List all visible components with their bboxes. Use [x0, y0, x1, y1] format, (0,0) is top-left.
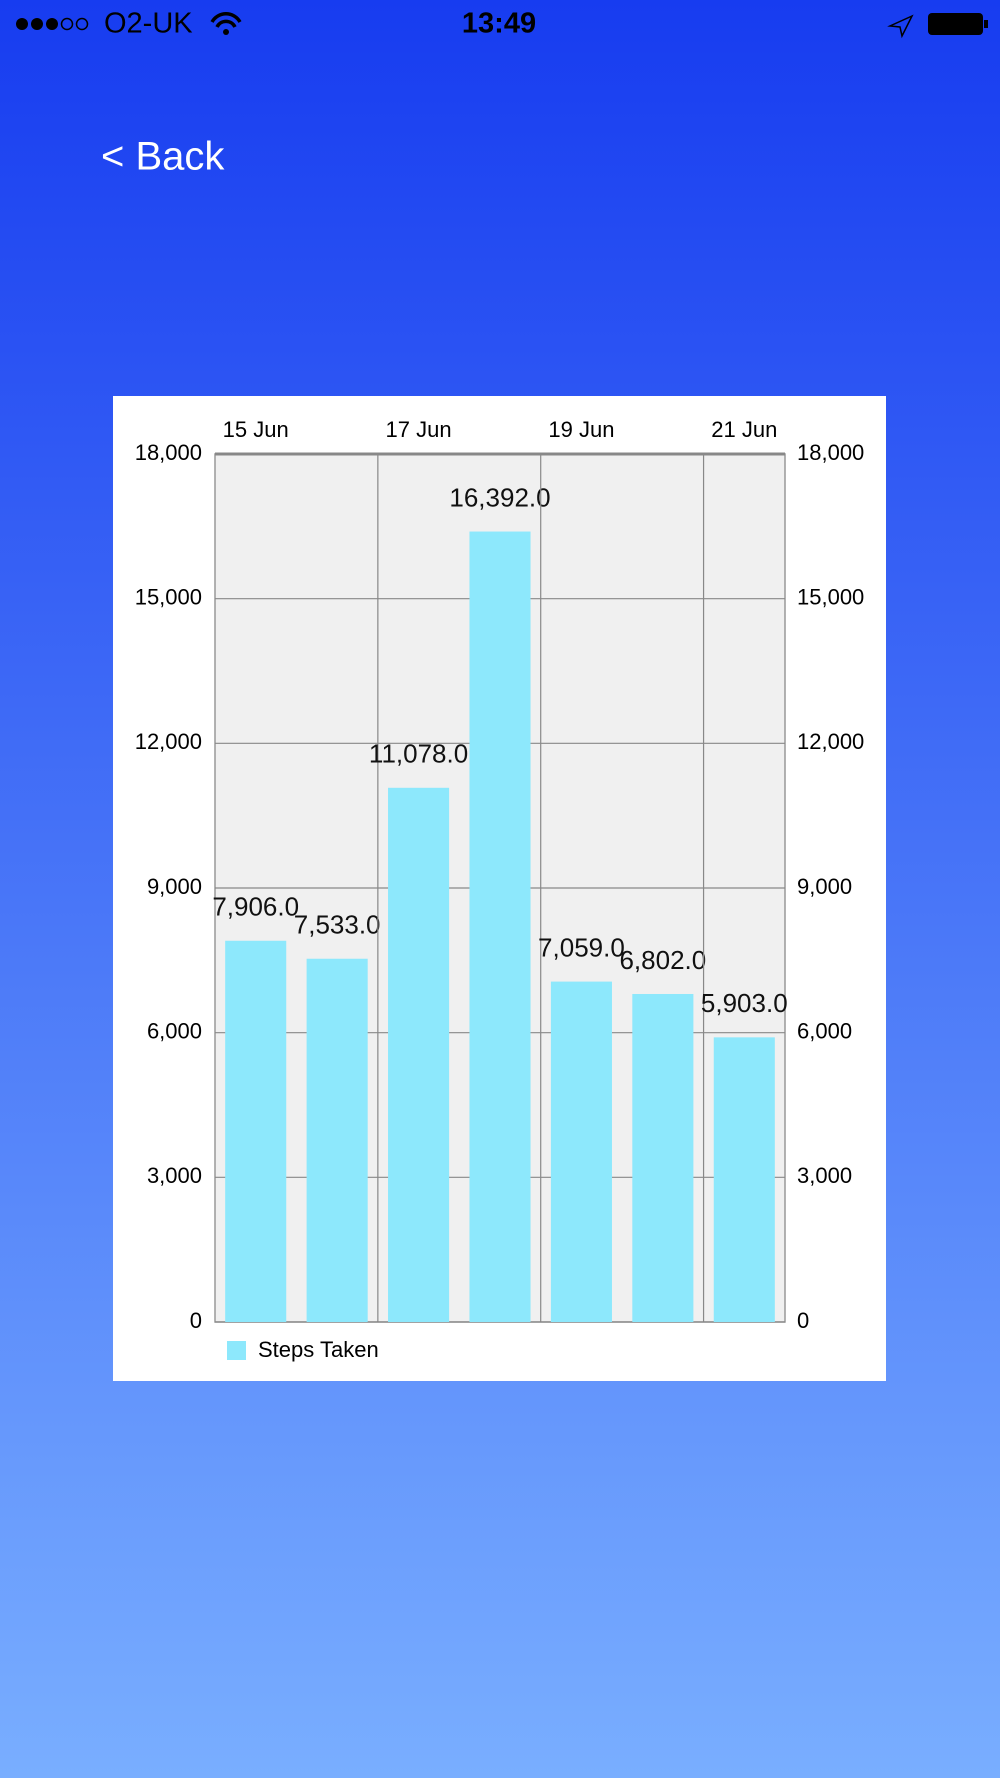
x-tick-label: 21 Jun — [711, 417, 777, 442]
x-tick-label: 17 Jun — [386, 417, 452, 442]
value-label: 7,059.0 — [538, 932, 625, 962]
legend-swatch — [227, 1341, 246, 1360]
signal-dot — [31, 18, 43, 30]
y-tick-label: 15,000 — [135, 584, 202, 609]
y-tick-label: 3,000 — [147, 1163, 202, 1188]
y2-tick-label: 6,000 — [797, 1018, 852, 1043]
x-tick-label: 19 Jun — [548, 417, 614, 442]
bar — [388, 787, 450, 1322]
wifi-icon — [223, 29, 229, 35]
value-label: 5,903.0 — [701, 988, 788, 1018]
location-icon — [887, 14, 914, 39]
signal-dot — [75, 17, 89, 31]
y2-tick-label: 15,000 — [797, 584, 864, 609]
chart: 0 3,000 6,000 9,000 12,000 15,000 18,000 0 3,000… — [135, 417, 865, 1362]
y2-tick-label: 18,000 — [797, 440, 864, 465]
back-button[interactable]: < Back — [101, 135, 225, 179]
y2-tick-label: 9,000 — [797, 874, 852, 899]
x-tick-label: 15 Jun — [223, 417, 289, 442]
signal-dot — [60, 17, 74, 31]
battery-icon — [928, 13, 983, 35]
carrier: O2-UK — [104, 8, 193, 40]
bar — [469, 531, 531, 1322]
value-label: 7,533.0 — [294, 910, 381, 940]
bar — [713, 1037, 775, 1322]
bar — [306, 958, 368, 1322]
signal-dot — [46, 18, 58, 30]
value-label: 16,392.0 — [449, 482, 550, 512]
status-bar: O2-UK 13:49 — [16, 8, 988, 40]
bar — [225, 940, 287, 1322]
y-tick-label: 18,000 — [135, 440, 202, 465]
wifi-icon — [210, 12, 242, 28]
y2-tick-label: 12,000 — [797, 729, 864, 754]
y-tick-label: 6,000 — [147, 1018, 202, 1043]
value-label: 6,802.0 — [619, 945, 706, 975]
y-tick-label: 0 — [190, 1308, 202, 1333]
legend-label: Steps Taken — [258, 1337, 379, 1362]
bar — [550, 981, 612, 1322]
battery-icon — [984, 20, 988, 28]
value-label: 7,906.0 — [212, 892, 299, 922]
clock: 13:49 — [462, 8, 536, 40]
y-tick-label: 12,000 — [135, 729, 202, 754]
y2-tick-label: 0 — [797, 1308, 809, 1333]
y2-tick-label: 3,000 — [797, 1163, 852, 1188]
signal-dot — [16, 18, 28, 30]
y-tick-label: 9,000 — [147, 874, 202, 899]
bar — [632, 993, 694, 1322]
value-label: 11,078.0 — [369, 739, 468, 769]
